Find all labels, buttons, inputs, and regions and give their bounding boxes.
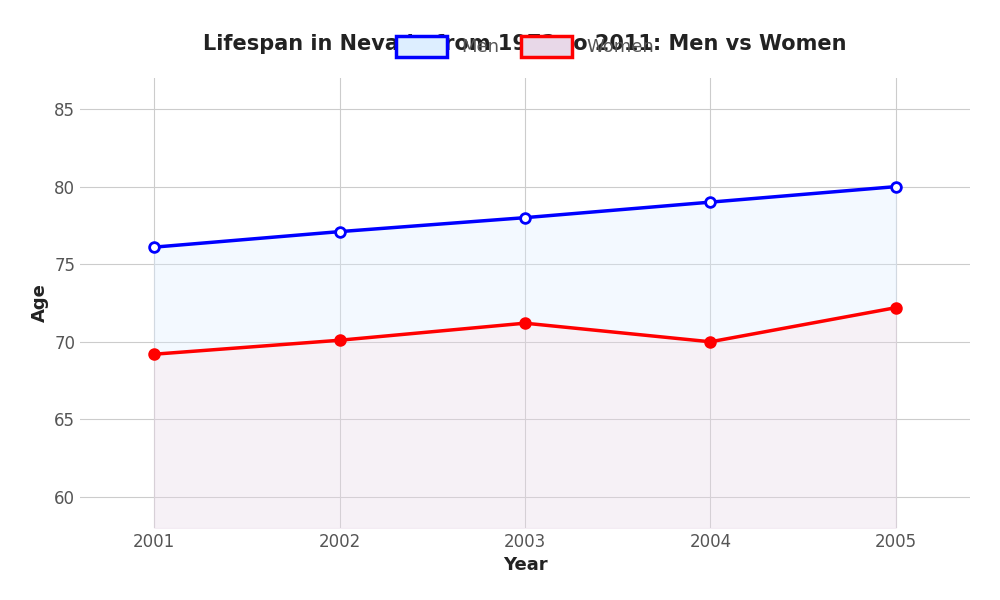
X-axis label: Year: Year (503, 556, 547, 574)
Title: Lifespan in Nevada from 1972 to 2011: Men vs Women: Lifespan in Nevada from 1972 to 2011: Me… (203, 34, 847, 54)
Legend: Men, Women: Men, Women (389, 29, 661, 64)
Y-axis label: Age: Age (31, 284, 49, 322)
